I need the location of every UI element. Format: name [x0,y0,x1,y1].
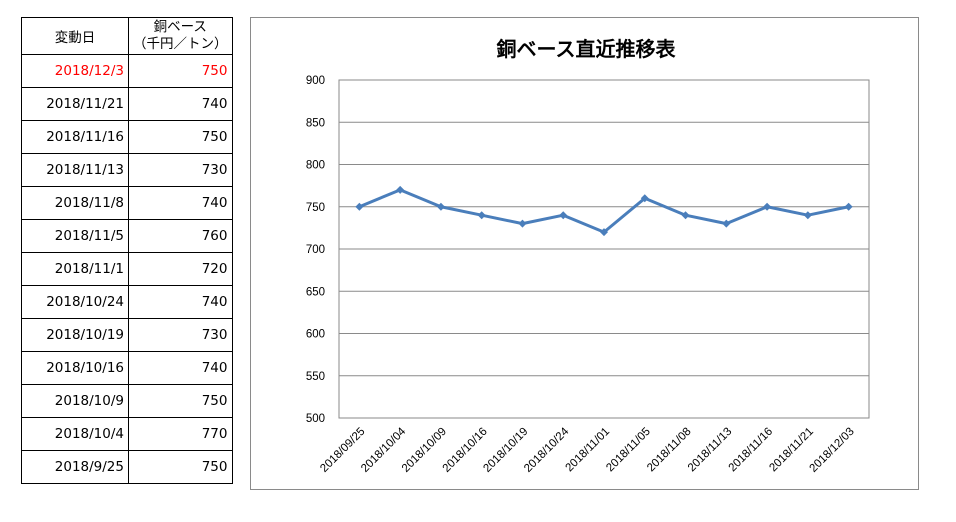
table-row: 2018/11/13 730 [21,153,233,187]
line-chart: 銅ベース直近推移表 500 550 600 650 700 750 800 850 900 20… [306,37,870,475]
table-row: 2018/10/4 770 [21,417,233,451]
row-price: 760 [128,219,233,253]
header-date: 変動日 [21,17,129,55]
row-price: 740 [128,186,233,220]
x-tick-label: 2018/12/03 [808,426,857,475]
y-axis-ticks: 500 550 600 650 700 750 800 850 900 [306,75,325,425]
chart-area: 銅ベース直近推移表 500 550 600 650 700 750 800 850 900 20… [250,17,919,490]
y-tick-label: 850 [306,117,325,129]
table-body: 2018/12/3 750 2018/11/21 740 2018/11/16 750 20… [21,54,233,484]
row-date: 2018/11/1 [21,252,129,286]
header-price: 銅ベース （千円／トン） [128,17,233,55]
data-point [600,228,608,237]
y-tick-label: 700 [306,244,325,256]
table-row: 2018/10/9 750 [21,384,233,418]
series-line [358,188,849,234]
row-price: 750 [128,384,233,418]
row-price: 740 [128,351,233,385]
y-tick-label: 750 [306,202,325,214]
gridlines [339,121,869,377]
row-date: 2018/10/9 [21,384,129,418]
chart-title: 銅ベース直近推移表 [497,37,677,61]
row-date: 2018/11/16 [21,120,129,154]
row-date: 2018/11/8 [21,186,129,220]
data-point [436,202,445,211]
table-row: 2018/10/19 730 [21,318,233,352]
row-date: 2018/10/4 [21,417,129,451]
table-row: 2018/10/16 740 [21,351,233,385]
row-price: 740 [128,87,233,121]
y-tick-label: 650 [306,286,325,298]
row-price: 720 [128,252,233,286]
x-axis-ticks: 2018/09/252018/10/042018/10/092018/10/16… [318,425,856,475]
table-header-row: 変動日 銅ベース （千円／トン） [21,17,233,55]
row-date: 2018/10/19 [21,318,129,352]
header-price-line2: （千円／トン） [133,36,228,52]
row-price: 740 [128,285,233,319]
data-point [640,194,649,203]
data-point [844,202,853,211]
row-price: 750 [128,120,233,154]
table-row: 2018/10/24 740 [21,285,233,319]
row-price: 750 [128,54,233,88]
row-date: 2018/10/24 [21,285,129,319]
data-point [803,211,812,220]
data-point [396,185,405,194]
row-price: 730 [128,318,233,352]
table-row: 2018/11/21 740 [21,87,233,121]
y-tick-label: 600 [306,329,325,341]
series-layer [355,185,853,237]
row-price: 730 [128,153,233,187]
data-point [722,219,731,228]
data-point [763,202,772,211]
y-tick-label: 900 [306,75,325,87]
row-date: 2018/11/13 [21,153,129,187]
data-point [518,219,527,228]
price-table: 変動日 銅ベース （千円／トン） 2018/12/3 750 2018/11/21 7… [21,17,233,484]
row-date: 2018/10/16 [21,351,129,385]
data-point [355,202,364,211]
table-row: 2018/11/8 740 [21,186,233,220]
data-point [559,211,568,220]
row-date: 2018/11/21 [21,87,129,121]
table-row: 2018/12/3 750 [21,54,233,88]
data-point [477,211,486,220]
table-row: 2018/11/1 720 [21,252,233,286]
header-price-line1: 銅ベース [153,19,207,35]
row-price: 750 [128,450,233,484]
table-row: 2018/11/5 760 [21,219,233,253]
y-tick-label: 500 [306,413,325,425]
row-date: 2018/11/5 [21,219,129,253]
y-tick-label: 550 [306,371,325,383]
y-tick-label: 800 [306,160,325,172]
table-row: 2018/11/16 750 [21,120,233,154]
row-price: 770 [128,417,233,451]
row-date: 2018/12/3 [21,54,129,88]
row-date: 2018/9/25 [21,450,129,484]
data-point [681,211,690,220]
table-row: 2018/9/25 750 [21,450,233,484]
